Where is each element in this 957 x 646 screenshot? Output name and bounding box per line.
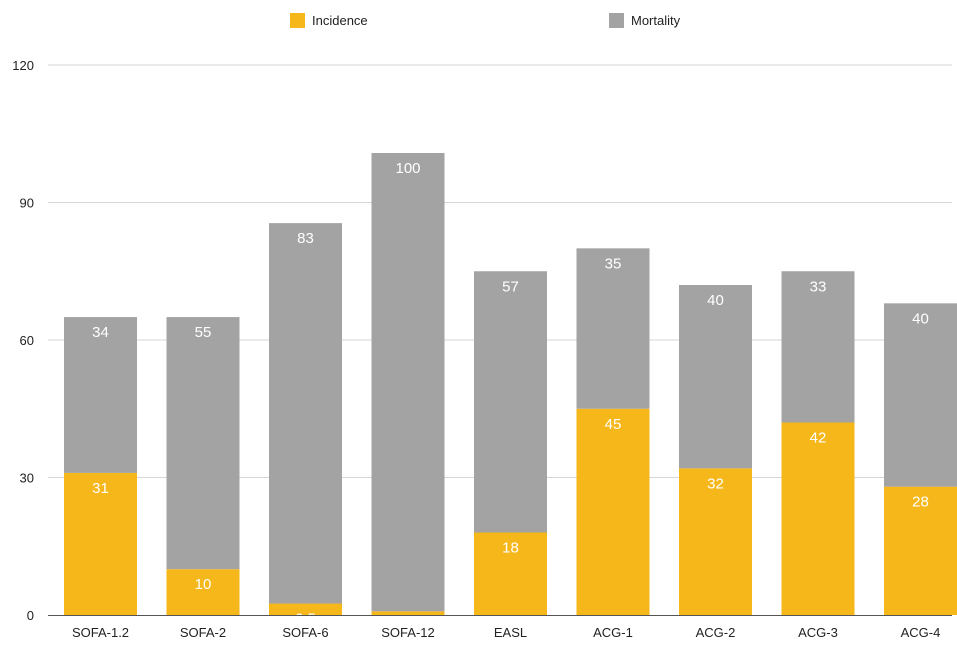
- bar-mortality-acg-2: [679, 285, 752, 469]
- bars: [64, 153, 957, 615]
- bar-mortality-sofa-6: [269, 223, 342, 604]
- x-tick-label: SOFA-2: [180, 625, 226, 640]
- bar-incidence-acg-4: [884, 486, 957, 615]
- data-label-incidence: 32: [707, 475, 724, 492]
- data-label-incidence: 18: [502, 540, 519, 557]
- data-label-incidence: 45: [605, 416, 622, 433]
- legend-label: Mortality: [631, 13, 681, 28]
- data-label-mortality: 35: [605, 255, 622, 272]
- bar-incidence-easl: [474, 532, 547, 615]
- x-tick-label: ACG-4: [901, 625, 941, 640]
- x-tick-label: SOFA-1.2: [72, 625, 129, 640]
- bar-incidence-sofa-1.2: [64, 472, 137, 615]
- y-tick-label: 90: [20, 196, 34, 211]
- bar-mortality-sofa-2: [166, 317, 240, 570]
- data-label-mortality: 40: [912, 310, 929, 327]
- x-tick-label: ACG-2: [696, 625, 736, 640]
- data-label-incidence: 42: [810, 430, 827, 447]
- bar-mortality-acg-4: [884, 303, 957, 487]
- data-label-incidence: 10: [195, 576, 212, 593]
- x-tick-label: ACG-3: [798, 625, 838, 640]
- legend-label: Incidence: [312, 13, 368, 28]
- bar-incidence-acg-2: [679, 468, 752, 615]
- data-label-mortality: 33: [810, 278, 827, 295]
- y-tick-label: 60: [20, 333, 34, 348]
- bar-mortality-acg-3: [781, 271, 855, 423]
- data-label-incidence: 0,8: [398, 618, 419, 635]
- bar-mortality-sofa-1.2: [64, 317, 137, 473]
- data-label-mortality: 34: [92, 324, 109, 341]
- x-tick-label: SOFA-12: [381, 625, 434, 640]
- data-labels: 31 34 10 55 2,5 83 0,8 100 18 57 45 35 32 40 42 33 28 40: [92, 160, 929, 635]
- legend-swatch: [609, 13, 624, 28]
- bar-incidence-acg-1: [576, 408, 650, 615]
- x-tick-label: EASL: [494, 625, 527, 640]
- data-label-mortality: 100: [395, 160, 420, 177]
- data-label-mortality: 83: [297, 230, 314, 247]
- bar-mortality-easl: [474, 271, 547, 533]
- data-label-mortality: 40: [707, 292, 724, 309]
- data-label-incidence: 31: [92, 480, 109, 497]
- data-label-incidence: 2,5: [295, 611, 316, 628]
- y-axis-ticks: 0 30 60 90 120: [12, 58, 34, 623]
- bar-incidence-sofa-6: [269, 603, 342, 615]
- bar-mortality-acg-1: [576, 248, 650, 409]
- y-tick-label: 0: [27, 608, 34, 623]
- legend: Incidence Mortality: [290, 13, 681, 28]
- x-tick-label: SOFA-6: [282, 625, 328, 640]
- legend-item-mortality: Mortality: [609, 13, 681, 28]
- data-label-mortality: 57: [502, 278, 519, 295]
- y-tick-label: 30: [20, 471, 34, 486]
- legend-swatch: [290, 13, 305, 28]
- bar-incidence-sofa-12: [371, 611, 445, 615]
- bar-incidence-acg-3: [781, 422, 855, 615]
- x-tick-label: ACG-1: [593, 625, 633, 640]
- bar-mortality-sofa-12: [371, 153, 445, 612]
- bar-incidence-sofa-2: [166, 569, 240, 615]
- y-tick-label: 120: [12, 58, 34, 73]
- data-label-mortality: 55: [195, 324, 212, 341]
- legend-item-incidence: Incidence: [290, 13, 368, 28]
- data-label-incidence: 28: [912, 494, 929, 511]
- x-axis: SOFA-1.2 SOFA-2 SOFA-6 SOFA-12 EASL ACG-1 ACG-…: [48, 615, 952, 640]
